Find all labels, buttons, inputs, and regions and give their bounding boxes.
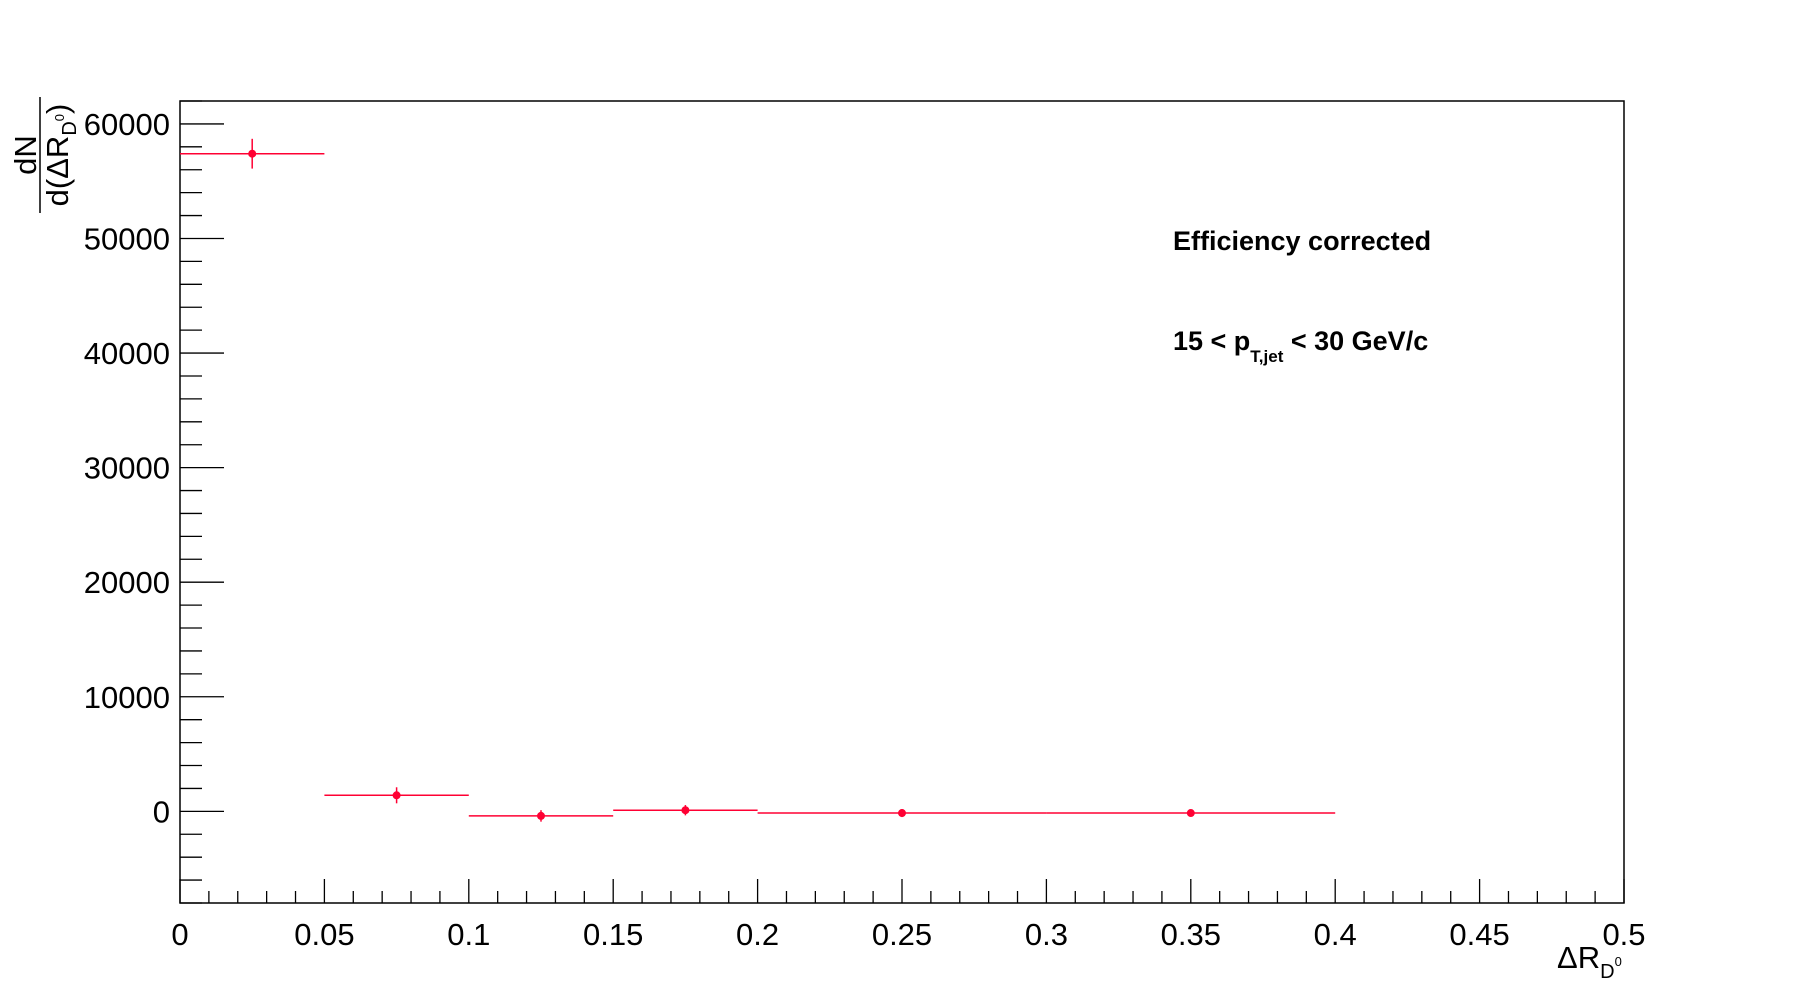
x-tick-label: 0.3	[1025, 917, 1068, 952]
x-tick-label: 0.2	[736, 917, 779, 952]
data-point	[468, 810, 614, 822]
x-tick-label: 0.35	[1161, 917, 1221, 952]
y-axis-title-close: )	[40, 104, 75, 114]
x-axis-title-sub: D	[1600, 961, 1614, 983]
y-tick-label: 10000	[84, 680, 170, 715]
data-point	[1046, 809, 1336, 818]
x-axis-title: ΔRD0	[1557, 940, 1622, 983]
y-tick-label: 50000	[84, 221, 170, 256]
y-axis-ticks	[180, 100, 224, 904]
data-marker	[537, 811, 545, 820]
x-tick-label: 0.05	[294, 917, 354, 952]
plot-frame	[179, 100, 1625, 904]
y-axis-title-sub: D	[59, 121, 81, 135]
data-marker	[248, 149, 257, 158]
data-marker	[681, 806, 690, 815]
data-point	[180, 138, 325, 169]
y-axis-title-numerator: dN	[8, 135, 43, 175]
y-axis-tick-labels: 0 10000 20000 30000 40000 50000 60000	[84, 107, 170, 829]
data-point	[757, 809, 1047, 818]
annotation-pt-pre: 15 < p	[1173, 326, 1250, 356]
x-tick-label: 0.45	[1449, 917, 1509, 952]
y-tick-label: 0	[153, 794, 170, 829]
y-tick-label: 60000	[84, 107, 170, 142]
y-tick-label: 40000	[84, 336, 170, 371]
x-tick-label: 0.5	[1602, 917, 1645, 952]
y-tick-label: 30000	[84, 451, 170, 486]
annotation-pt-post: < 30 GeV/c	[1283, 326, 1428, 356]
x-tick-label: 0.1	[447, 917, 490, 952]
data-marker	[392, 791, 401, 800]
x-axis-title-sup: 0	[1615, 954, 1622, 969]
x-tick-label: 0.15	[583, 917, 643, 952]
x-tick-label: 0	[171, 917, 188, 952]
data-series	[180, 138, 1336, 822]
y-axis-title: dN d(ΔRD0)	[8, 97, 81, 213]
x-axis-ticks	[179, 879, 1625, 903]
x-axis-tick-labels: 0 0.05 0.1 0.15 0.2 0.25 0.3 0.35 0.4 0.45 0.5	[171, 917, 1645, 952]
x-tick-label: 0.25	[872, 917, 932, 952]
annotation-pt-range: 15 < pT,jet < 30 GeV/c	[1173, 326, 1428, 366]
y-axis-title-denominator-main: d(ΔR	[40, 136, 75, 207]
data-marker	[1186, 809, 1195, 818]
data-point	[613, 805, 758, 816]
y-axis-title-sup: 0	[52, 114, 67, 121]
annotation-pt-sub: T,jet	[1250, 347, 1283, 366]
y-axis-title-denominator: d(ΔRD0)	[40, 104, 81, 207]
x-tick-label: 0.4	[1314, 917, 1357, 952]
x-axis-title-main: ΔR	[1557, 940, 1600, 975]
data-marker	[898, 809, 906, 818]
annotation-efficiency: Efficiency corrected	[1173, 226, 1431, 256]
y-tick-label: 20000	[84, 565, 170, 600]
data-point	[324, 787, 469, 804]
